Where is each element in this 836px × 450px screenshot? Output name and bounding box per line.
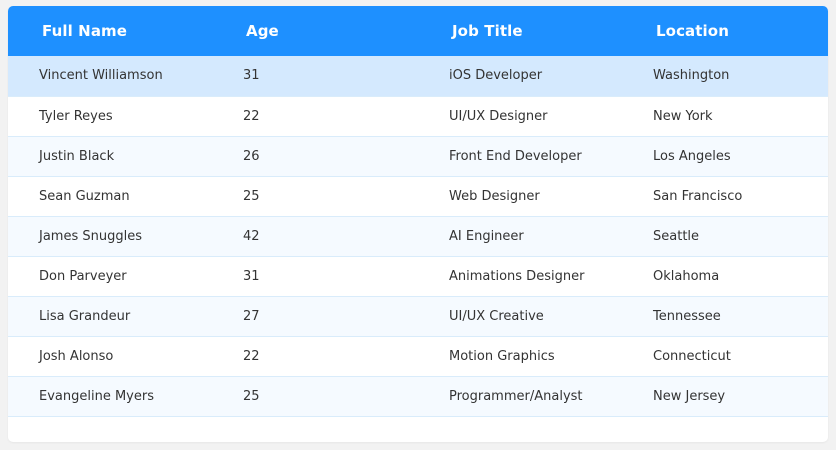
cell-full-name: Lisa Grandeur	[8, 296, 212, 337]
cell-location: Washington	[622, 56, 828, 97]
cell-age: 27	[212, 296, 418, 337]
cell-age: 42	[212, 216, 418, 257]
cell-full-name: Evangeline Myers	[8, 376, 212, 417]
cell-full-name: Don Parveyer	[8, 256, 212, 297]
cell-job-title: UI/UX Designer	[418, 96, 622, 137]
table-row[interactable]: Tyler Reyes 22 UI/UX Designer New York	[8, 96, 828, 137]
cell-location: Los Angeles	[622, 136, 828, 177]
cell-location: Oklahoma	[622, 256, 828, 297]
cell-location: New Jersey	[622, 376, 828, 417]
cell-job-title: Programmer/Analyst	[418, 376, 622, 417]
table-row[interactable]: Lisa Grandeur 27 UI/UX Creative Tennesse…	[8, 296, 828, 337]
header-job-title[interactable]: Job Title	[452, 22, 523, 40]
cell-full-name: Tyler Reyes	[8, 96, 212, 137]
cell-age: 31	[212, 56, 418, 97]
cell-job-title: iOS Developer	[418, 56, 622, 97]
cell-location: Connecticut	[622, 336, 828, 377]
cell-age: 31	[212, 256, 418, 297]
table-row[interactable]: Justin Black 26 Front End Developer Los …	[8, 136, 828, 177]
table-row[interactable]: Sean Guzman 25 Web Designer San Francisc…	[8, 176, 828, 217]
table-row[interactable]: Evangeline Myers 25 Programmer/Analyst N…	[8, 376, 828, 417]
header-full-name[interactable]: Full Name	[42, 22, 128, 40]
header-row: Full Name Age Job Title Location	[8, 6, 828, 56]
cell-age: 22	[212, 96, 418, 137]
cell-job-title: Animations Designer	[418, 256, 622, 297]
cell-location: San Francisco	[622, 176, 828, 217]
table-header: Full Name Age Job Title Location	[8, 6, 828, 56]
cell-full-name: James Snuggles	[8, 216, 212, 257]
cell-job-title: Front End Developer	[418, 136, 622, 177]
cell-location: New York	[622, 96, 828, 137]
table-body: Vincent Williamson 31 iOS Developer Wash…	[8, 56, 828, 417]
header-location[interactable]: Location	[656, 22, 729, 40]
cell-job-title: UI/UX Creative	[418, 296, 622, 337]
cell-full-name: Josh Alonso	[8, 336, 212, 377]
employee-table: Full Name Age Job Title Location Vincent…	[8, 6, 828, 417]
cell-age: 22	[212, 336, 418, 377]
cell-job-title: Web Designer	[418, 176, 622, 217]
cell-location: Tennessee	[622, 296, 828, 337]
table-card: Full Name Age Job Title Location Vincent…	[8, 6, 828, 442]
cell-full-name: Justin Black	[8, 136, 212, 177]
header-age[interactable]: Age	[246, 22, 279, 40]
table-row[interactable]: Don Parveyer 31 Animations Designer Okla…	[8, 256, 828, 297]
cell-full-name: Vincent Williamson	[8, 56, 212, 97]
cell-age: 25	[212, 376, 418, 417]
cell-full-name: Sean Guzman	[8, 176, 212, 217]
table-row[interactable]: Josh Alonso 22 Motion Graphics Connectic…	[8, 336, 828, 377]
table-row[interactable]: Vincent Williamson 31 iOS Developer Wash…	[8, 56, 828, 97]
cell-location: Seattle	[622, 216, 828, 257]
table-row[interactable]: James Snuggles 42 AI Engineer Seattle	[8, 216, 828, 257]
cell-age: 26	[212, 136, 418, 177]
cell-job-title: Motion Graphics	[418, 336, 622, 377]
cell-job-title: AI Engineer	[418, 216, 622, 257]
cell-age: 25	[212, 176, 418, 217]
